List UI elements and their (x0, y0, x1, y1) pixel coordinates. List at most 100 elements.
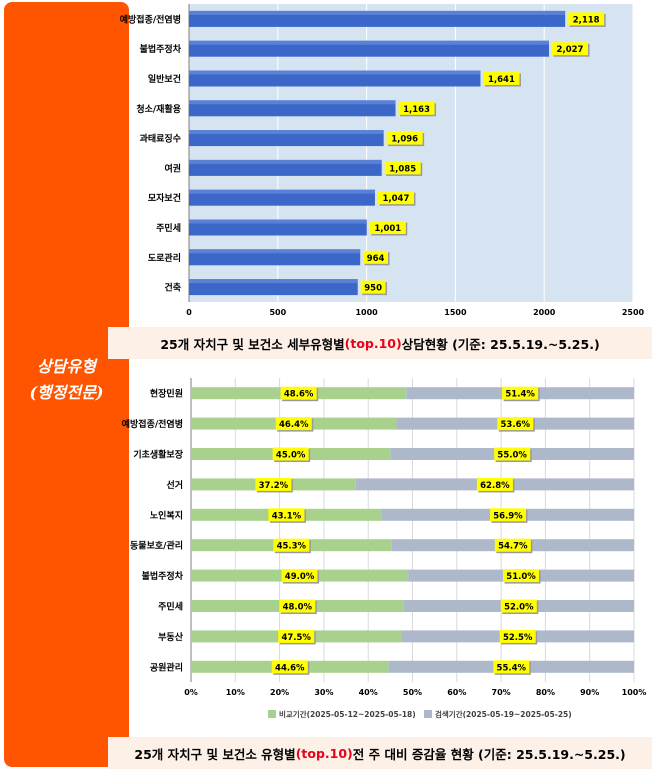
chart2-category-label: 주민세 (158, 601, 183, 613)
chart1-x-tick-label: 1500 (444, 308, 467, 317)
chart2-series2-value-box (502, 386, 539, 400)
chart2-x-tick-label: 20% (270, 688, 289, 697)
chart2-series1-value-label: 37.2% (259, 481, 289, 491)
banner-subtitle: (행정전문) (29, 383, 104, 402)
chart2-category-label: 현장민원 (150, 388, 183, 400)
chart1-bar-highlight (189, 189, 375, 194)
chart2-series2-value-box (503, 569, 540, 583)
chart2-category-label: 노인복지 (150, 509, 183, 521)
chart2-series2-value-label: 51.0% (506, 572, 536, 582)
chart1-bar-highlight (189, 130, 384, 135)
chart1-category-label: 일반보건 (148, 73, 181, 85)
chart1-value-box (551, 42, 588, 56)
chart1-bar-highlight (189, 10, 566, 15)
chart2-category-label: 부동산 (158, 631, 184, 643)
chart2-series2-value-box (497, 417, 534, 431)
chart2-caption-post: 전 주 대비 증감율 현황 (기준: 25.5.19.~5.25.) (352, 746, 626, 762)
chart1-value-box (384, 161, 421, 175)
chart2-legend-swatch-series1 (268, 710, 276, 718)
chart1-value-box (398, 101, 435, 115)
chart1-bar-highlight (189, 70, 481, 75)
chart2-series1-value-label: 44.6% (275, 663, 305, 673)
chart2-series1-value-label: 43.1% (272, 511, 302, 521)
chart1-category-label: 도로관리 (148, 252, 181, 264)
chart1-category-label: 건축 (164, 282, 181, 294)
chart2-x-tick-label: 60% (447, 688, 466, 697)
chart2-series2-value-box (494, 447, 531, 461)
chart1-value-box (386, 131, 423, 145)
chart1-category-label: 불법주정차 (140, 43, 182, 55)
chart2-legend-swatch-series2 (424, 710, 432, 718)
chart2-x-tick-label: 50% (403, 688, 422, 697)
chart1-category-label: 여권 (164, 162, 181, 174)
chart1-caption-post: 상담현황 (기준: 25.5.19.~5.25.) (401, 336, 600, 352)
chart2-x-tick-label: 80% (536, 688, 555, 697)
chart1-value-label: 2,027 (557, 45, 584, 55)
chart2-category-label: 예방접종/전염병 (122, 418, 183, 430)
chart1-category-label: 청소/재활용 (136, 103, 181, 115)
chart1-bar-highlight (189, 219, 367, 224)
chart1-value-label: 950 (364, 284, 382, 294)
chart2-series1-value-box (281, 569, 318, 583)
chart2-series2-value-label: 56.9% (493, 511, 523, 521)
chart2-category-label: 공원관리 (150, 661, 183, 673)
chart1-category-label: 과태료징수 (140, 133, 181, 145)
chart1-bar-highlight (189, 159, 382, 164)
chart1-value-box (363, 250, 389, 264)
chart2-series2-value-label: 54.7% (498, 542, 528, 552)
chart2-x-tick-label: 10% (226, 688, 245, 697)
chart2-series2-value-label: 55.0% (497, 451, 527, 461)
chart1-x-tick-label: 0 (186, 308, 192, 317)
chart1-caption-highlight: (top.10) (344, 335, 402, 351)
chart2-x-tick-label: 90% (580, 688, 599, 697)
chart1-x-tick-label: 1000 (355, 308, 378, 317)
chart2-series1-value-box (271, 660, 308, 674)
chart2-series2-value-box (489, 508, 526, 522)
chart1-value-box (377, 191, 414, 205)
banner-title: 상담유형 (37, 357, 96, 376)
chart1-value-label: 1,163 (403, 105, 430, 115)
chart1-caption: 25개 자치구 및 보건소 세부유형별 (top.10) 상담현황 (기준: 25… (108, 327, 652, 359)
chart1-value-label: 1,085 (389, 164, 416, 174)
chart2-series2-value-label: 62.8% (480, 481, 510, 491)
chart1-value-label: 1,096 (391, 135, 418, 145)
chart1-value-box (568, 12, 605, 26)
chart1-x-tick-label: 2500 (622, 308, 645, 317)
chart2-category-label: 기초생활보장 (133, 449, 183, 461)
chart2-series1-value-label: 48.6% (284, 390, 314, 400)
chart2-series2-value-box (476, 477, 513, 491)
chart1-bar-highlight (189, 40, 549, 45)
chart2-series1-value-label: 49.0% (285, 572, 315, 582)
chart2-caption-pre: 25개 자치구 및 보건소 유형별 (134, 746, 296, 762)
chart2-series2-value-label: 52.0% (504, 603, 534, 613)
chart1-category-label: 예방접종/전염병 (120, 13, 181, 25)
chart2-series1-value-label: 45.3% (277, 542, 307, 552)
chart2-series1-value-label: 47.5% (281, 633, 311, 643)
chart2-series2-value-label: 55.4% (497, 663, 527, 673)
chart2-series1-value-box (279, 599, 316, 613)
chart2-series1-value-box (272, 447, 309, 461)
category-banner: 상담유형 (행정전문) (4, 2, 129, 767)
chart2-series1-value-box (275, 417, 312, 431)
chart2-series1-value-label: 48.0% (283, 603, 313, 613)
chart2-category-label: 불법주정차 (142, 570, 184, 582)
chart1-category-label: 모자보건 (148, 192, 181, 204)
chart2-series1-value-box (273, 538, 310, 552)
chart2-category-label: 선거 (166, 479, 183, 491)
chart2-x-tick-label: 100% (622, 688, 647, 697)
chart1-bar-highlight (189, 279, 358, 284)
chart1-bar-highlight (189, 249, 361, 254)
chart2-category-label: 동물보호/관리 (130, 540, 183, 552)
chart2-x-tick-label: 70% (492, 688, 511, 697)
chart1-x-tick-label: 2000 (533, 308, 556, 317)
chart1-value-label: 1,001 (374, 224, 401, 234)
chart2-x-tick-label: 30% (314, 688, 333, 697)
chart1-value-box (369, 221, 406, 234)
chart2-legend-label-series1: 비교기간(2025-05-12~2025-05-18) (279, 709, 416, 719)
chart2-series1-value-label: 45.0% (276, 451, 306, 461)
chart2-x-tick-label: 0% (184, 688, 198, 697)
chart2-series1-value-box (255, 477, 292, 491)
chart1-value-label: 1,641 (488, 75, 515, 85)
chart2-x-tick-label: 40% (359, 688, 378, 697)
chart2-series1-value-box (280, 386, 317, 400)
